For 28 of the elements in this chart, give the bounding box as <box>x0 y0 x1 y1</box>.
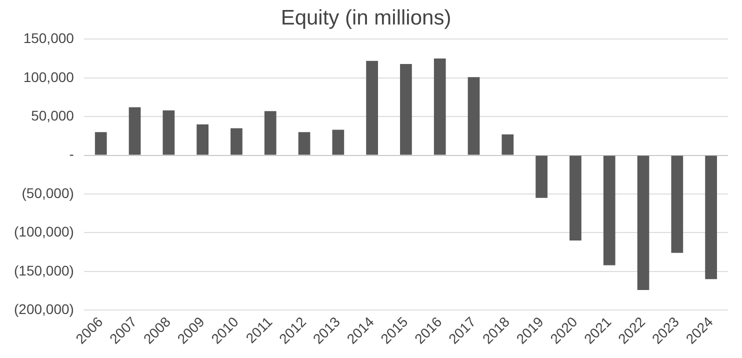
bar <box>230 128 242 155</box>
y-tick-label: (150,000) <box>14 262 74 278</box>
y-tick-label: - <box>69 146 74 162</box>
bar <box>434 58 446 155</box>
bar <box>502 134 514 155</box>
y-tick-label: (100,000) <box>14 224 74 240</box>
chart-title: Equity (in millions) <box>280 6 452 30</box>
y-tick-label: 150,000 <box>23 30 74 46</box>
bar <box>570 156 582 240</box>
bar <box>705 156 717 280</box>
bar <box>94 132 107 155</box>
bar <box>400 64 412 155</box>
bar <box>128 107 141 155</box>
bar <box>671 156 684 253</box>
bar <box>332 130 344 155</box>
bar <box>468 77 480 155</box>
bar <box>536 156 548 198</box>
bar <box>196 124 209 155</box>
y-tick-label: 100,000 <box>23 68 74 85</box>
bar <box>637 156 650 290</box>
bar <box>264 111 276 155</box>
bar <box>603 156 616 266</box>
y-tick-label: 50,000 <box>31 107 74 124</box>
bar <box>162 110 175 155</box>
y-tick-label: (50,000) <box>22 184 74 201</box>
bar <box>298 132 310 155</box>
y-tick-label: (200,000) <box>14 300 74 317</box>
bar <box>366 60 378 155</box>
